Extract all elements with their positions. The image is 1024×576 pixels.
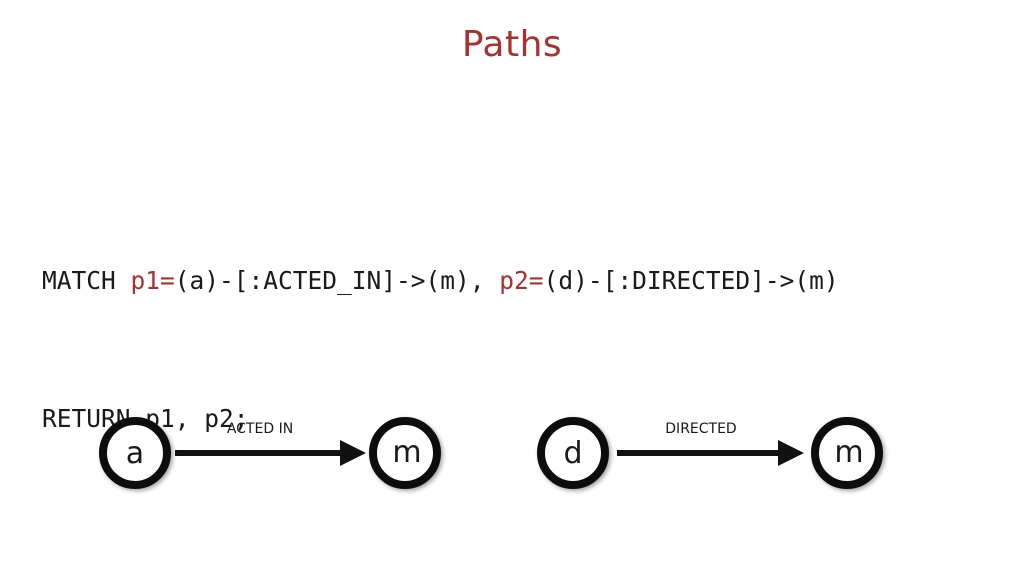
path-variable-p2: p2= [499, 266, 544, 295]
node-a: a [99, 417, 171, 489]
query-line-2: RETURN p1, p2; [42, 404, 249, 433]
paths-diagram: a ACTED IN m d DIRECTED [99, 417, 883, 489]
node-m-2: m [811, 417, 883, 489]
relationship-acted-in: ACTED IN [175, 421, 366, 466]
arrowhead-icon [340, 440, 366, 466]
arrowhead-icon [778, 440, 804, 466]
node-d-label: d [563, 436, 582, 471]
node-m-1-label: m [392, 435, 421, 470]
path-variable-p1: p1= [130, 266, 175, 295]
cypher-query: MATCH p1=(a)-[:ACTED_IN]->(m), p2=(d)-[:… [42, 166, 839, 534]
path-1: a ACTED IN m [99, 417, 441, 489]
match-keyword: MATCH [42, 266, 131, 295]
pattern-acted-in: (a)-[:ACTED_IN]->(m), [174, 266, 500, 295]
node-m-2-label: m [834, 435, 863, 470]
query-line-1: MATCH p1=(a)-[:ACTED_IN]->(m), p2=(d)-[:… [42, 258, 839, 304]
slide-title: Paths [461, 24, 563, 65]
path-2: d DIRECTED m [537, 417, 883, 489]
node-m-1: m [369, 417, 441, 489]
relationship-label-acted-in: ACTED IN [227, 421, 293, 437]
node-a-label: a [126, 436, 144, 471]
node-d: d [537, 417, 609, 489]
pattern-directed: (d)-[:DIRECTED]->(m) [543, 266, 839, 295]
relationship-directed: DIRECTED [617, 421, 804, 466]
relationship-label-directed: DIRECTED [665, 421, 736, 437]
